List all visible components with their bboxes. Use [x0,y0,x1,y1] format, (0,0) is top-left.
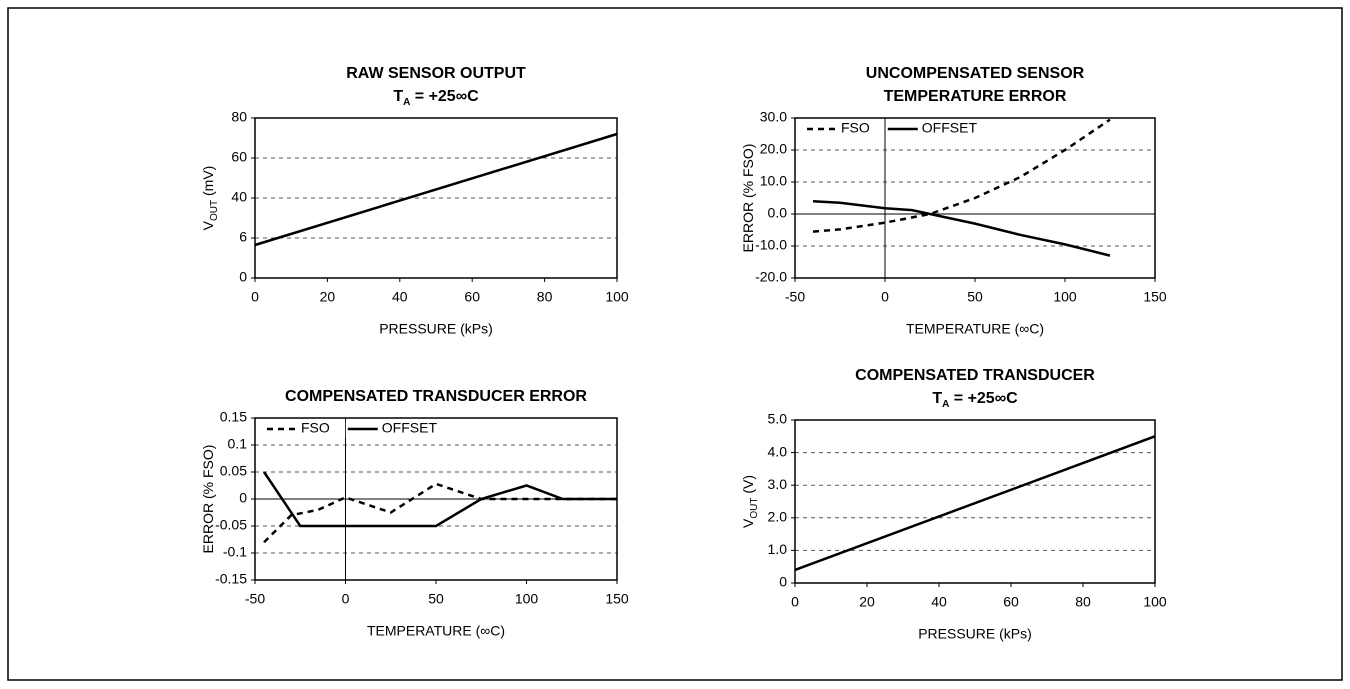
chart-subtitle-part: A [942,399,949,410]
figure-border [7,7,1343,681]
x-tick-label: 150 [605,591,629,607]
y-axis-label-part: V [200,220,216,230]
legend-label: FSO [301,420,330,436]
y-tick-label: -0.1 [223,544,247,560]
x-tick-label: 20 [859,594,875,610]
x-tick-label: 0 [791,594,799,610]
data-line [812,199,1111,257]
chart-title: COMPENSATED TRANSDUCER [855,367,1095,384]
y-tick-label: 1.0 [768,541,788,557]
data-line [812,118,1111,233]
y-axis-label: ERROR (% FSO) [740,144,756,253]
x-tick-label: -50 [785,289,805,305]
y-tick-label: -20.0 [755,269,787,285]
chart-subtitle: TA = +25∞C [932,390,1018,410]
data-line [794,435,1156,572]
y-tick-label: 4.0 [768,443,788,459]
x-tick-label: 40 [392,289,408,305]
y-tick-label: 3.0 [768,476,788,492]
chart-subtitle-part: = +25∞C [410,88,479,105]
chart-title: COMPENSATED TRANSDUCER ERROR [285,388,587,405]
plot-frame [794,117,1156,279]
chart-subtitle-part: T [932,390,942,407]
chart-title: TEMPERATURE ERROR [884,88,1067,105]
legend-label: OFFSET [382,420,438,436]
y-axis-label-part: OUT [209,200,220,221]
y-axis-label-part: (V) [740,475,756,498]
chart-title: UNCOMPENSATED SENSOR [866,65,1085,82]
x-tick-label: 0 [881,289,889,305]
chart-subtitle-part: T [393,88,403,105]
data-line [263,471,617,528]
plot-frame [254,117,618,279]
x-tick-label: 40 [931,594,947,610]
x-tick-label: 80 [1075,594,1091,610]
data-line [254,132,618,247]
y-tick-label: 0.15 [220,409,247,425]
x-tick-label: 60 [1003,594,1019,610]
y-axis-label-part: ERROR (% FSO) [740,144,756,253]
data-line [263,482,617,544]
y-axis-label-part: (mV) [200,166,216,200]
y-axis-label-part: ERROR (% FSO) [200,445,216,554]
x-axis-label: TEMPERATURE (∞C) [906,321,1044,337]
y-tick-label: 2.0 [768,509,788,525]
y-tick-label: 0 [779,574,787,590]
y-tick-label: 0 [239,490,247,506]
y-axis-label-part: V [740,518,756,528]
chart-subtitle-part: A [403,97,410,108]
y-axis-label: VOUT (V) [740,475,760,528]
y-tick-label: 0 [239,269,247,285]
y-axis-label: VOUT (mV) [200,166,220,231]
chart-title: RAW SENSOR OUTPUT [346,65,526,82]
x-axis-label: PRESSURE (kPs) [918,626,1032,642]
x-tick-label: 60 [464,289,480,305]
y-tick-label: 60 [231,149,247,165]
x-tick-label: 0 [342,591,350,607]
y-tick-label: 10.0 [760,173,787,189]
y-tick-label: 20.0 [760,141,787,157]
x-tick-label: 100 [605,289,629,305]
x-axis-label: TEMPERATURE (∞C) [367,623,505,639]
x-tick-label: 20 [320,289,336,305]
y-axis-label-part: OUT [749,498,760,519]
chart-subtitle-part: = +25∞C [949,390,1018,407]
x-tick-label: 100 [1053,289,1077,305]
y-tick-label: 0.1 [228,436,248,452]
y-tick-label: 30.0 [760,109,787,125]
y-tick-label: 5.0 [768,411,788,427]
x-tick-label: 80 [537,289,553,305]
chart-subtitle: TA = +25∞C [393,88,479,108]
y-axis-label: ERROR (% FSO) [200,445,216,554]
x-tick-label: 150 [1143,289,1167,305]
y-tick-label: 0.05 [220,463,247,479]
y-tick-label: -0.05 [215,517,247,533]
y-tick-label: 6 [239,229,247,245]
plot-frame [794,419,1156,584]
x-axis-label: PRESSURE (kPs) [379,321,493,337]
x-tick-label: 50 [967,289,983,305]
x-tick-label: 100 [515,591,539,607]
y-tick-label: -0.15 [215,571,247,587]
legend-label: FSO [841,120,870,136]
legend-label: OFFSET [922,120,978,136]
x-tick-label: 100 [1143,594,1167,610]
x-tick-label: 50 [428,591,444,607]
x-tick-label: 0 [251,289,259,305]
y-tick-label: 0.0 [768,205,788,221]
y-tick-label: 80 [231,109,247,125]
y-tick-label: -10.0 [755,237,787,253]
x-tick-label: -50 [245,591,265,607]
y-tick-label: 40 [231,189,247,205]
